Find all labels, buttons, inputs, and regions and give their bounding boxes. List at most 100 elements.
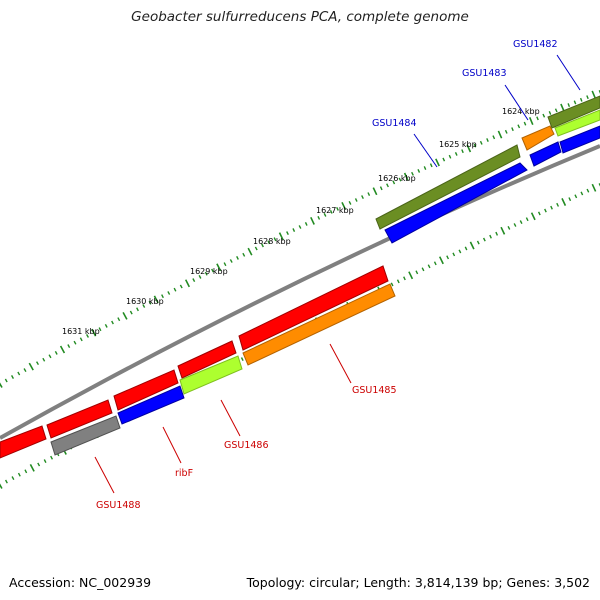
tick-mark — [17, 371, 21, 376]
gene-label-ribf[interactable]: ribF — [175, 468, 193, 479]
tick-mark — [292, 228, 296, 232]
tick-mark — [513, 223, 517, 227]
tick-mark — [236, 255, 239, 260]
tick-mark — [403, 172, 409, 181]
gene-red-2[interactable] — [177, 340, 237, 379]
leader-gsu1488 — [94, 456, 115, 494]
tick-mark — [473, 143, 477, 148]
gene-gsu1483-blue[interactable] — [529, 141, 562, 167]
accession-text: Accession: NC_002939 — [9, 575, 152, 590]
gene-label-gsu1488[interactable]: GSU1488 — [96, 500, 141, 511]
tick-mark — [429, 163, 433, 168]
tick-mark — [461, 149, 464, 154]
gene-gsu1484-red-top[interactable] — [384, 162, 528, 244]
gene-gsu1482-blue[interactable] — [559, 125, 600, 154]
tick-mark — [415, 270, 419, 275]
tick-mark — [489, 234, 492, 239]
tick-mark — [568, 197, 572, 202]
gene-label-gsu1486[interactable]: GSU1486 — [224, 440, 269, 451]
tick-mark — [554, 108, 558, 113]
tick-mark — [454, 152, 458, 156]
tick-mark — [591, 90, 597, 99]
tick-mark — [486, 138, 489, 142]
tick-mark — [179, 284, 183, 289]
genome-summary-text: Topology: circular; Length: 3,814,139 bp… — [246, 575, 590, 590]
tick-mark — [67, 344, 71, 349]
tick-mark — [59, 345, 66, 354]
scale-label-1627: 1627 kbp — [316, 206, 354, 215]
tick-mark — [267, 240, 271, 245]
outer-tick-ring — [0, 90, 600, 388]
scale-label-1630: 1630 kbp — [126, 297, 164, 306]
tick-mark — [536, 116, 539, 121]
scale-label-1626: 1626 kbp — [378, 174, 416, 183]
tick-mark — [310, 216, 315, 225]
tick-mark — [79, 337, 83, 342]
gene-red-3[interactable] — [113, 369, 179, 411]
tick-mark — [525, 217, 529, 222]
tick-mark — [523, 121, 527, 126]
tick-mark — [367, 192, 371, 196]
genome-backbone — [0, 144, 600, 440]
tick-mark — [242, 252, 246, 257]
tick-mark — [192, 278, 196, 283]
tick-mark — [567, 103, 571, 107]
tick-mark — [530, 212, 536, 221]
tick-mark — [372, 187, 378, 196]
gene-gsu1482-olive[interactable] — [547, 95, 600, 129]
gene-label-gsu1484[interactable]: GSU1484 — [372, 118, 417, 129]
tick-mark — [386, 183, 389, 188]
tick-mark — [204, 271, 208, 276]
scale-label-1628: 1628 kbp — [253, 237, 291, 246]
tick-mark — [184, 279, 191, 288]
tick-mark — [23, 368, 27, 373]
tick-mark — [98, 327, 102, 332]
gene-gsu1482-lime[interactable] — [554, 109, 600, 137]
tick-mark — [223, 262, 227, 267]
gene-gsu1483-orange[interactable] — [521, 125, 555, 151]
tick-mark — [278, 232, 284, 241]
tick-mark — [298, 225, 302, 229]
tick-mark — [417, 169, 421, 173]
gene-label-gsu1482[interactable]: GSU1482 — [513, 39, 558, 50]
tick-mark — [528, 116, 534, 126]
tick-mark — [29, 464, 35, 472]
gene-gsu1485-orange[interactable] — [242, 283, 396, 366]
tick-mark — [464, 246, 468, 251]
leader-gsu1483 — [504, 84, 529, 121]
leader-ribf — [162, 426, 182, 464]
tick-mark — [396, 279, 400, 284]
tick-mark — [408, 271, 414, 280]
tick-mark — [427, 264, 431, 269]
tick-mark — [507, 225, 511, 230]
tick-mark — [286, 231, 289, 236]
tick-mark — [198, 274, 202, 279]
gene-label-gsu1483[interactable]: GSU1483 — [462, 68, 507, 79]
tick-mark — [329, 210, 333, 214]
tick-mark — [458, 249, 462, 254]
tick-mark — [438, 256, 444, 265]
tick-mark — [442, 157, 446, 162]
tick-mark — [446, 255, 450, 260]
gene-red-4[interactable] — [46, 399, 113, 439]
tick-mark — [504, 129, 508, 134]
tick-mark — [129, 310, 133, 315]
tick-mark — [579, 97, 583, 102]
gene-gsu1484-olive[interactable] — [375, 144, 521, 230]
tick-mark — [136, 307, 139, 312]
gene-ribf-blue[interactable] — [117, 385, 185, 425]
tick-mark — [17, 472, 21, 477]
gene-red-1[interactable] — [238, 265, 389, 351]
tick-mark — [73, 340, 77, 345]
tick-mark — [469, 241, 475, 250]
gene-gsu1488-gray[interactable] — [50, 415, 121, 456]
tick-mark — [48, 354, 52, 359]
gene-red-5[interactable] — [0, 425, 47, 459]
tick-mark — [421, 267, 425, 272]
tick-mark — [167, 291, 171, 295]
gene-gsu1486-lime[interactable] — [179, 355, 243, 395]
gene-label-gsu1485[interactable]: GSU1485 — [352, 385, 397, 396]
tick-mark — [341, 201, 347, 210]
tick-mark — [161, 294, 164, 299]
